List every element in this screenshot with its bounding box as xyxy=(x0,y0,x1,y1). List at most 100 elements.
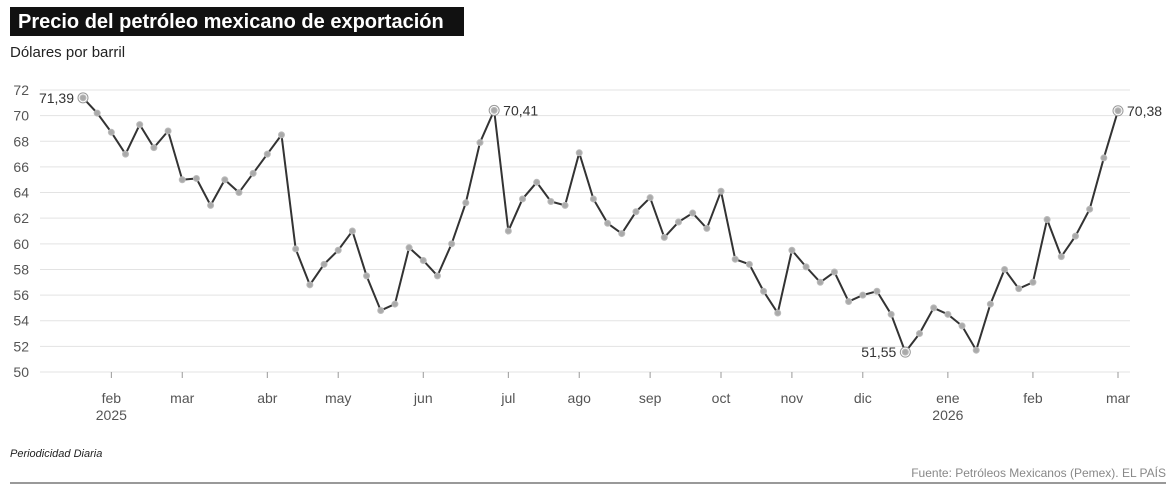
title-box xyxy=(10,7,464,36)
point xyxy=(363,272,371,280)
y-tick-label: 54 xyxy=(13,313,29,329)
value-label: 51,55 xyxy=(861,344,896,360)
point xyxy=(79,94,87,102)
x-tick-label: feb 2025 xyxy=(96,390,127,423)
x-tick-label: oct xyxy=(712,390,731,406)
point xyxy=(830,268,838,276)
point xyxy=(93,109,101,117)
point xyxy=(476,139,484,147)
x-tick-label: sep xyxy=(639,390,662,406)
point xyxy=(249,169,257,177)
point xyxy=(972,346,980,354)
point xyxy=(689,209,697,217)
point xyxy=(760,287,768,295)
point xyxy=(575,149,583,157)
point xyxy=(986,300,994,308)
x-tick-label: dic xyxy=(854,390,872,406)
point xyxy=(1086,205,1094,213)
x-tick-label: may xyxy=(325,390,351,406)
point xyxy=(717,187,725,195)
point xyxy=(1100,154,1108,162)
point xyxy=(1057,253,1065,261)
point xyxy=(930,304,938,312)
y-tick-label: 60 xyxy=(13,236,29,252)
point xyxy=(490,106,498,114)
point xyxy=(1001,265,1009,273)
point xyxy=(150,144,158,152)
point xyxy=(731,255,739,263)
point xyxy=(1029,278,1037,286)
source: Fuente: Petróleos Mexicanos (Pemex). EL … xyxy=(911,465,1166,480)
point xyxy=(462,199,470,207)
point xyxy=(405,244,413,252)
x-tick-label: mar xyxy=(1106,390,1130,406)
point xyxy=(646,194,654,202)
point xyxy=(561,201,569,209)
point xyxy=(774,309,782,317)
x-tick-label: ago xyxy=(568,390,592,406)
point xyxy=(277,131,285,139)
point xyxy=(504,227,512,235)
x-tick-label: nov xyxy=(781,390,804,406)
point xyxy=(859,291,867,299)
x-tick-label: abr xyxy=(257,390,278,406)
y-tick-label: 70 xyxy=(13,108,29,124)
y-tick-label: 68 xyxy=(13,133,29,149)
point xyxy=(845,298,853,305)
line xyxy=(82,97,1119,355)
subtitle: Dólares por barril xyxy=(10,44,125,61)
point xyxy=(178,176,186,184)
point xyxy=(1015,285,1023,293)
value-label: 71,39 xyxy=(39,90,74,106)
point xyxy=(122,150,130,158)
point xyxy=(519,195,527,203)
point xyxy=(419,256,427,264)
y-tick-label: 52 xyxy=(13,338,29,354)
point xyxy=(887,310,895,318)
point xyxy=(448,240,456,248)
point xyxy=(547,198,555,206)
x-tick-label: jun xyxy=(413,390,433,406)
point xyxy=(1114,107,1122,115)
point xyxy=(334,246,342,254)
point xyxy=(802,263,810,271)
point xyxy=(433,272,441,280)
x-tick-label: ene 2026 xyxy=(932,390,963,423)
y-tick-label: 62 xyxy=(13,210,29,226)
point xyxy=(306,281,314,289)
point xyxy=(377,306,385,314)
y-tick-label: 72 xyxy=(13,82,29,98)
point xyxy=(207,201,215,209)
point xyxy=(873,287,881,295)
point xyxy=(391,300,399,308)
y-tick-label: 64 xyxy=(13,185,29,201)
x-tick-label: mar xyxy=(170,390,194,406)
point xyxy=(674,218,682,226)
point xyxy=(604,219,612,227)
point xyxy=(618,230,626,238)
point xyxy=(164,127,172,135)
y-tick-label: 58 xyxy=(13,261,29,277)
point xyxy=(788,246,796,254)
value-label: 70,38 xyxy=(1127,103,1162,119)
point xyxy=(192,174,200,182)
point xyxy=(136,121,144,129)
point xyxy=(348,227,356,235)
point xyxy=(660,233,668,241)
point xyxy=(916,330,924,338)
chart-title: Precio del petróleo mexicano de exportac… xyxy=(18,11,444,33)
point xyxy=(292,245,300,253)
point xyxy=(944,310,952,318)
note: Periodicidad Diaria xyxy=(10,448,102,460)
point xyxy=(632,208,640,216)
value-label: 70,41 xyxy=(503,102,538,118)
point xyxy=(533,178,541,186)
y-tick-label: 56 xyxy=(13,287,29,303)
point xyxy=(320,260,328,268)
point xyxy=(221,176,229,184)
x-tick-label: jul xyxy=(500,390,515,406)
point xyxy=(1071,232,1079,240)
point xyxy=(263,150,271,158)
y-tick-label: 66 xyxy=(13,159,29,175)
